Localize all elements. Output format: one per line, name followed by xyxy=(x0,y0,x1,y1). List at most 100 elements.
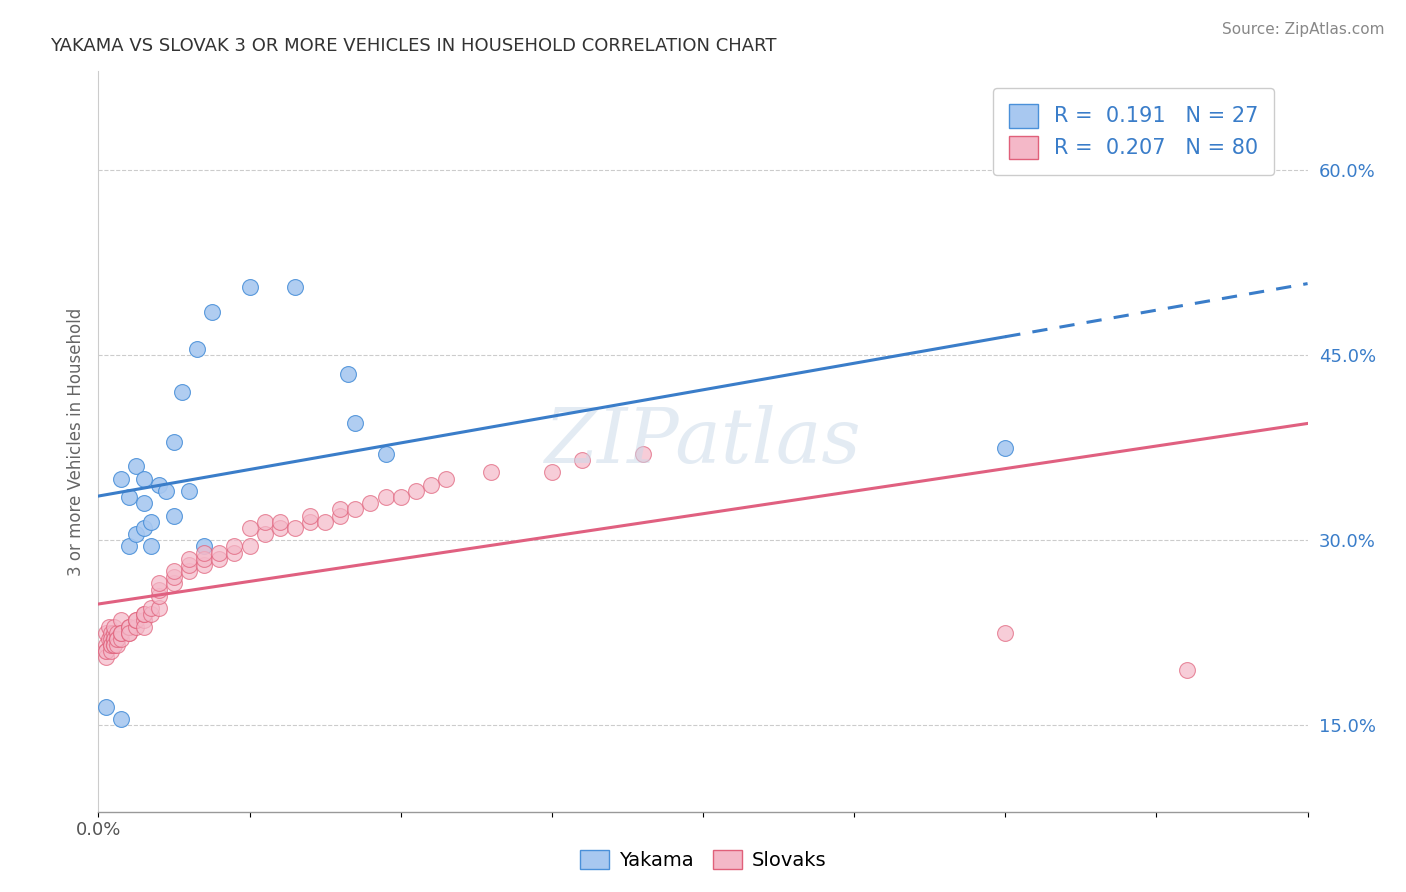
Point xyxy=(105,632,128,646)
Point xyxy=(170,385,193,400)
Point xyxy=(163,508,186,523)
Point xyxy=(141,515,163,529)
Point xyxy=(132,620,155,634)
Point xyxy=(344,502,367,516)
Point xyxy=(253,527,276,541)
Point xyxy=(110,712,132,726)
Point xyxy=(994,441,1017,455)
Point xyxy=(148,582,170,597)
Point xyxy=(374,490,396,504)
Legend: Yakama, Slovaks: Yakama, Slovaks xyxy=(572,842,834,878)
Point xyxy=(100,632,122,646)
Point xyxy=(1175,663,1198,677)
Point xyxy=(141,607,163,622)
Point xyxy=(118,625,141,640)
Point xyxy=(208,551,231,566)
Point xyxy=(118,620,141,634)
Point xyxy=(132,614,155,628)
Point xyxy=(389,490,412,504)
Point xyxy=(631,447,654,461)
Point xyxy=(118,490,141,504)
Point xyxy=(98,632,121,646)
Point xyxy=(132,607,155,622)
Point xyxy=(329,508,352,523)
Point xyxy=(110,472,132,486)
Point xyxy=(110,632,132,646)
Point xyxy=(186,342,208,356)
Point xyxy=(148,589,170,603)
Point xyxy=(98,620,121,634)
Point xyxy=(239,521,262,535)
Point xyxy=(103,632,125,646)
Point xyxy=(155,483,177,498)
Point xyxy=(253,515,276,529)
Point xyxy=(125,620,148,634)
Point xyxy=(125,614,148,628)
Point xyxy=(141,540,163,554)
Y-axis label: 3 or more Vehicles in Household: 3 or more Vehicles in Household xyxy=(66,308,84,575)
Point xyxy=(239,280,262,294)
Point xyxy=(105,632,128,646)
Point xyxy=(132,521,155,535)
Point xyxy=(110,625,132,640)
Point xyxy=(94,699,117,714)
Point xyxy=(100,625,122,640)
Point xyxy=(284,280,307,294)
Point xyxy=(994,625,1017,640)
Point xyxy=(193,558,215,572)
Point xyxy=(103,638,125,652)
Point xyxy=(344,416,367,430)
Point xyxy=(163,576,186,591)
Point xyxy=(94,650,117,665)
Point xyxy=(193,540,215,554)
Point xyxy=(94,625,117,640)
Point xyxy=(94,644,117,658)
Point xyxy=(208,546,231,560)
Point xyxy=(118,625,141,640)
Point xyxy=(103,632,125,646)
Point xyxy=(141,601,163,615)
Point xyxy=(329,502,352,516)
Point xyxy=(110,614,132,628)
Point xyxy=(314,515,336,529)
Point xyxy=(179,558,201,572)
Point xyxy=(193,546,215,560)
Point xyxy=(201,305,224,319)
Point xyxy=(374,447,396,461)
Point xyxy=(103,620,125,634)
Point xyxy=(405,483,427,498)
Point xyxy=(148,601,170,615)
Point xyxy=(118,620,141,634)
Point xyxy=(125,459,148,474)
Point xyxy=(224,546,246,560)
Legend: R =  0.191   N = 27, R =  0.207   N = 80: R = 0.191 N = 27, R = 0.207 N = 80 xyxy=(994,88,1274,175)
Point xyxy=(148,576,170,591)
Point xyxy=(103,625,125,640)
Point xyxy=(100,638,122,652)
Point xyxy=(179,551,201,566)
Point xyxy=(299,508,322,523)
Point xyxy=(100,638,122,652)
Point xyxy=(269,515,291,529)
Point xyxy=(434,472,457,486)
Point xyxy=(193,551,215,566)
Point xyxy=(336,367,359,381)
Text: YAKAMA VS SLOVAK 3 OR MORE VEHICLES IN HOUSEHOLD CORRELATION CHART: YAKAMA VS SLOVAK 3 OR MORE VEHICLES IN H… xyxy=(51,37,776,54)
Point xyxy=(132,607,155,622)
Point xyxy=(105,638,128,652)
Point xyxy=(420,477,443,491)
Point xyxy=(94,644,117,658)
Point xyxy=(125,527,148,541)
Point xyxy=(299,515,322,529)
Point xyxy=(125,614,148,628)
Point xyxy=(540,466,562,480)
Text: ZIPatlas: ZIPatlas xyxy=(544,405,862,478)
Point xyxy=(284,521,307,535)
Point xyxy=(179,483,201,498)
Point xyxy=(360,496,382,510)
Point xyxy=(103,638,125,652)
Point xyxy=(224,540,246,554)
Point xyxy=(571,453,593,467)
Point xyxy=(94,638,117,652)
Point xyxy=(239,540,262,554)
